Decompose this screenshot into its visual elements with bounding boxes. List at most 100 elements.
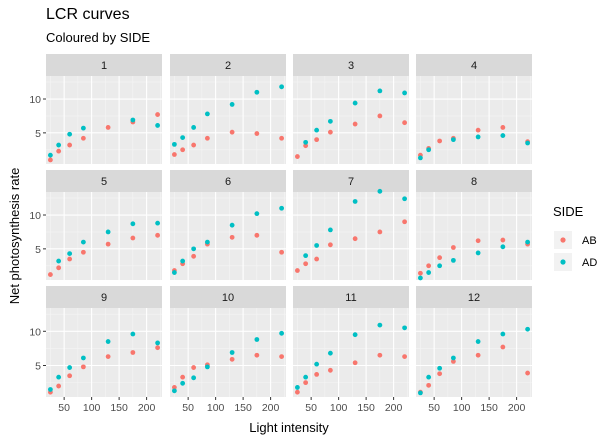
x-tick-label: 50 xyxy=(58,402,70,414)
facet-strip-label: 10 xyxy=(222,292,234,304)
data-point-ad xyxy=(67,365,73,370)
facet-strip-8 xyxy=(416,170,532,192)
data-point-ad xyxy=(191,125,197,130)
facet-strip-label: 1 xyxy=(101,60,107,72)
chart-subtitle: Coloured by SIDE xyxy=(46,30,151,45)
data-point-ab xyxy=(191,142,197,148)
legend-marker-ab xyxy=(560,237,566,243)
data-point-ab xyxy=(475,238,481,244)
x-tick-label: 150 xyxy=(234,402,252,414)
facet-strip-label: 9 xyxy=(101,292,107,304)
data-point-ab xyxy=(80,249,86,255)
data-point-ad xyxy=(191,375,197,381)
data-point-ad xyxy=(417,390,423,396)
facet-panel-11 xyxy=(293,308,409,397)
data-point-ab xyxy=(402,120,408,126)
data-point-ab xyxy=(80,135,86,141)
data-point-ab xyxy=(155,345,161,351)
data-point-ad xyxy=(500,133,506,138)
data-point-ad xyxy=(279,330,285,336)
x-tick-label: 200 xyxy=(385,402,403,414)
facet-strip-9 xyxy=(46,286,162,308)
data-point-ad xyxy=(525,326,531,332)
data-point-ad xyxy=(204,239,210,245)
data-point-ad xyxy=(155,220,161,226)
data-point-ab xyxy=(475,352,481,358)
data-point-ab xyxy=(171,152,177,157)
facet-strip-label: 8 xyxy=(471,176,477,188)
data-point-ad xyxy=(352,100,358,106)
data-point-ad xyxy=(303,253,309,259)
data-point-ab xyxy=(56,148,62,154)
data-point-ab xyxy=(294,154,300,159)
data-point-ab xyxy=(352,121,358,127)
data-point-ab xyxy=(352,236,358,242)
data-point-ab xyxy=(314,372,320,377)
data-point-ab xyxy=(500,344,506,350)
data-point-ab xyxy=(229,129,235,135)
data-point-ab xyxy=(171,385,177,390)
data-point-ab xyxy=(450,245,456,250)
data-point-ab xyxy=(229,356,235,362)
data-point-ad xyxy=(475,339,481,344)
data-point-ad xyxy=(180,135,186,141)
y-tick-label: 5 xyxy=(35,244,41,256)
data-point-ad xyxy=(80,125,86,131)
facet-panel-8 xyxy=(416,192,532,280)
facet-strip-7 xyxy=(293,170,409,192)
legend-label-ab: AB xyxy=(582,235,597,247)
data-point-ab xyxy=(500,125,506,130)
data-point-ad xyxy=(500,331,506,337)
data-point-ad xyxy=(130,331,136,337)
data-point-ad xyxy=(450,137,456,143)
x-tick-label: 50 xyxy=(305,402,317,414)
data-point-ab xyxy=(47,157,53,163)
data-point-ad xyxy=(327,350,333,356)
data-point-ab xyxy=(130,235,136,241)
facet-strip-label: 11 xyxy=(345,292,356,304)
data-point-ad xyxy=(352,332,358,338)
data-point-ad xyxy=(204,111,210,117)
data-point-ad xyxy=(426,147,432,153)
data-point-ab xyxy=(426,263,432,269)
data-point-ab xyxy=(191,253,197,259)
facet-strip-12 xyxy=(416,286,532,308)
data-point-ab xyxy=(303,380,309,386)
data-point-ab xyxy=(437,138,443,144)
data-point-ad xyxy=(279,84,285,90)
data-point-ab xyxy=(56,383,62,389)
data-point-ab xyxy=(327,242,333,248)
x-tick-label: 200 xyxy=(262,402,280,414)
data-point-ab xyxy=(254,232,260,238)
data-point-ab xyxy=(191,365,197,370)
x-tick-label: 200 xyxy=(508,402,526,414)
facet-strip-label: 7 xyxy=(348,176,354,188)
data-point-ad xyxy=(314,127,320,133)
data-point-ad xyxy=(327,227,333,233)
data-point-ab xyxy=(229,234,235,240)
y-tick-label: 5 xyxy=(35,128,41,140)
data-point-ab xyxy=(130,350,136,355)
y-tick-label: 10 xyxy=(29,326,41,338)
data-point-ab xyxy=(105,354,111,360)
legend-title: SIDE xyxy=(553,204,584,219)
data-point-ab xyxy=(67,256,73,262)
data-point-ad xyxy=(105,339,111,344)
data-point-ab xyxy=(437,371,443,377)
facet-panel-3 xyxy=(293,76,409,164)
y-tick-label: 10 xyxy=(29,210,41,222)
legend-label-ad: AD xyxy=(582,257,597,269)
data-point-ad xyxy=(402,325,408,331)
facet-panel-7 xyxy=(293,192,409,280)
x-tick-label: 100 xyxy=(83,402,101,414)
data-point-ab xyxy=(303,143,309,149)
data-point-ab xyxy=(377,352,383,358)
legend-marker-ad xyxy=(560,259,566,265)
facet-strip-10 xyxy=(170,286,286,308)
y-axis-title: Net photosynthesis rate xyxy=(7,168,22,305)
data-point-ad xyxy=(47,387,53,392)
facet-strip-label: 2 xyxy=(225,60,231,72)
data-point-ad xyxy=(437,263,443,269)
data-point-ab xyxy=(402,354,408,360)
